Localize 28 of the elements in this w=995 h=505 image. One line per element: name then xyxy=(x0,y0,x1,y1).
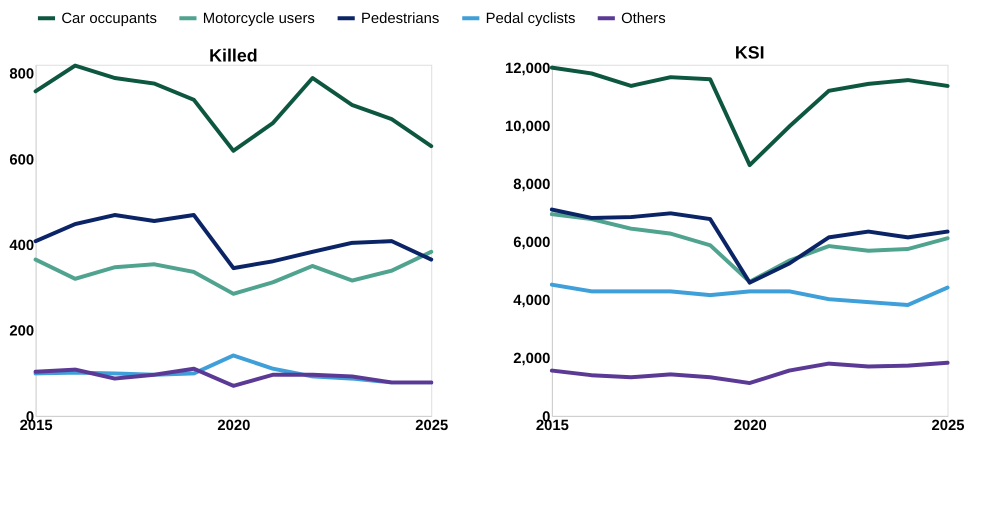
line-series xyxy=(34,366,434,388)
y-tick-label: 8,000 xyxy=(513,177,550,194)
x-tick-label: 2025 xyxy=(415,418,448,434)
legend-label: Pedestrians xyxy=(361,11,440,28)
legend-label: Motorcycle users xyxy=(202,11,315,28)
y-tick-label: 200 xyxy=(9,324,34,340)
y-tick-label: 12,000 xyxy=(505,61,550,78)
line-series xyxy=(34,213,434,270)
x-tick-label: 2025 xyxy=(932,418,965,434)
y-tick-label: 2,000 xyxy=(513,351,550,368)
legend-label: Pedal cyclists xyxy=(486,11,576,28)
y-tick-label: 6,000 xyxy=(513,235,550,252)
legend-label: Others xyxy=(621,11,666,28)
y-tick-label: 10,000 xyxy=(505,119,550,136)
line-series xyxy=(34,64,434,153)
y-tick-label: 400 xyxy=(9,238,34,254)
chart-title: Killed xyxy=(209,46,258,66)
x-tick-label: 2020 xyxy=(734,418,767,434)
chart-title: KSI xyxy=(734,42,765,63)
line-series xyxy=(550,360,950,386)
line-series xyxy=(34,250,434,296)
line-series xyxy=(550,66,950,168)
x-tick-label: 2020 xyxy=(217,418,250,434)
y-tick-label: 600 xyxy=(9,152,34,168)
y-tick-label: 4,000 xyxy=(513,293,550,310)
y-tick-label: 800 xyxy=(9,66,34,83)
line-series xyxy=(550,282,950,307)
legend-label: Car occupants xyxy=(61,11,157,28)
